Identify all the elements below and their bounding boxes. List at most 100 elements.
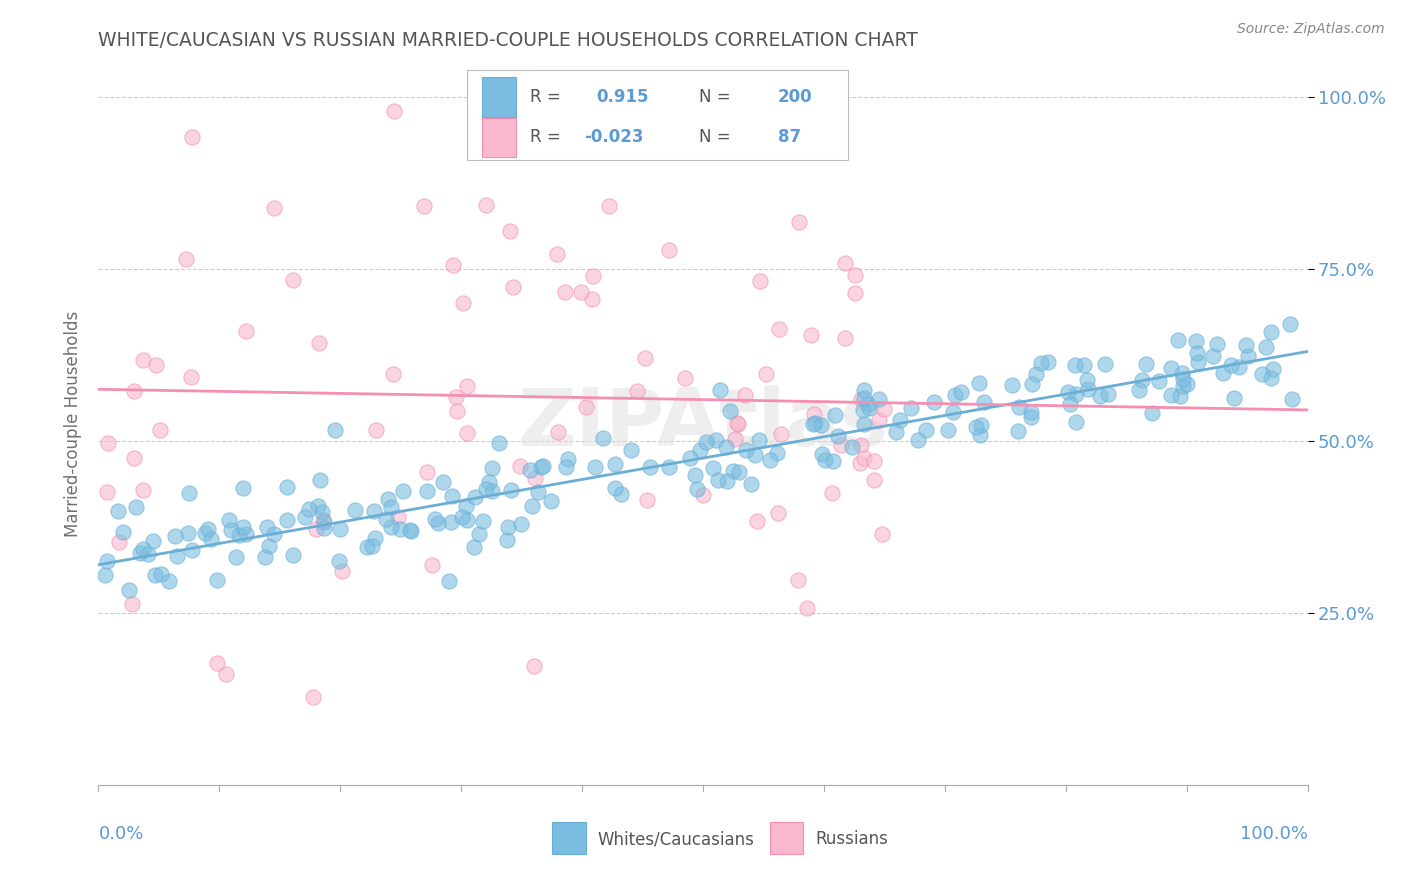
Point: [868, 412, 890, 426]
Point: [740, 477, 762, 491]
Point: [582, 269, 605, 284]
Point: [1019, 410, 1042, 425]
Point: [965, 420, 987, 434]
Point: [1073, 358, 1095, 372]
Point: [136, 547, 159, 561]
Point: [569, 285, 592, 299]
Point: [1063, 358, 1085, 372]
Point: [1064, 416, 1087, 430]
FancyBboxPatch shape: [551, 822, 586, 854]
Point: [125, 500, 148, 514]
Text: R =: R =: [530, 128, 561, 146]
Point: [638, 460, 661, 475]
Point: [810, 417, 832, 432]
Point: [841, 441, 863, 455]
Point: [636, 492, 658, 507]
Point: [145, 359, 167, 373]
Point: [256, 520, 278, 534]
Point: [519, 463, 541, 477]
Point: [456, 426, 478, 441]
Point: [1205, 337, 1227, 351]
Point: [298, 501, 321, 516]
Point: [194, 526, 217, 541]
Point: [177, 486, 200, 500]
Point: [440, 489, 463, 503]
Text: R =: R =: [530, 87, 561, 106]
Point: [456, 499, 478, 513]
Point: [827, 429, 849, 443]
Point: [555, 460, 578, 475]
Text: ZIPAtlas: ZIPAtlas: [517, 384, 889, 463]
Point: [1019, 405, 1042, 419]
Point: [215, 667, 238, 681]
Text: Russians: Russians: [815, 830, 889, 848]
Point: [502, 279, 524, 293]
Point: [305, 523, 328, 537]
Point: [165, 529, 187, 543]
Point: [1001, 378, 1024, 392]
Point: [1097, 387, 1119, 401]
Point: [554, 285, 576, 299]
Point: [523, 471, 546, 485]
Point: [868, 392, 890, 407]
Point: [973, 394, 995, 409]
Point: [716, 475, 738, 489]
Point: [1260, 325, 1282, 339]
Point: [603, 481, 626, 495]
Point: [849, 456, 872, 470]
Point: [1227, 360, 1250, 375]
Point: [721, 464, 744, 478]
Point: [474, 198, 496, 212]
Point: [122, 450, 145, 465]
Point: [1263, 362, 1285, 376]
Point: [686, 482, 709, 496]
Point: [540, 494, 562, 508]
Text: 100.0%: 100.0%: [1240, 825, 1308, 843]
Point: [787, 215, 810, 229]
Point: [205, 574, 228, 588]
Point: [401, 524, 423, 538]
Point: [464, 490, 486, 504]
Point: [938, 423, 960, 437]
Point: [463, 540, 485, 554]
Point: [870, 527, 893, 541]
Point: [451, 510, 474, 524]
Point: [1021, 376, 1043, 391]
Point: [382, 103, 405, 118]
Point: [620, 443, 643, 458]
Text: N =: N =: [699, 128, 731, 146]
Point: [344, 502, 367, 516]
Point: [546, 247, 568, 261]
Point: [441, 258, 464, 272]
Point: [969, 428, 991, 442]
Point: [415, 484, 437, 499]
Point: [692, 488, 714, 502]
Point: [853, 391, 876, 405]
Point: [1173, 371, 1195, 385]
Point: [387, 509, 409, 524]
Point: [770, 427, 793, 442]
Text: WHITE/CAUCASIAN VS RUSSIAN MARRIED-COUPLE HOUSEHOLDS CORRELATION CHART: WHITE/CAUCASIAN VS RUSSIAN MARRIED-COUPL…: [98, 30, 918, 50]
Point: [755, 367, 778, 381]
Point: [456, 513, 478, 527]
FancyBboxPatch shape: [482, 77, 516, 117]
Point: [853, 384, 876, 398]
Point: [546, 136, 568, 150]
Point: [724, 432, 747, 446]
Point: [142, 534, 165, 549]
Point: [276, 513, 298, 527]
Point: [1167, 333, 1189, 347]
Point: [446, 403, 468, 417]
Point: [1202, 349, 1225, 363]
Point: [1254, 340, 1277, 354]
Point: [232, 520, 254, 534]
Point: [413, 199, 436, 213]
Point: [481, 483, 503, 498]
Point: [706, 473, 728, 487]
Point: [1149, 374, 1171, 388]
Point: [1185, 346, 1208, 360]
Point: [456, 378, 478, 392]
Point: [380, 500, 402, 515]
Point: [328, 554, 350, 568]
Point: [131, 353, 153, 368]
